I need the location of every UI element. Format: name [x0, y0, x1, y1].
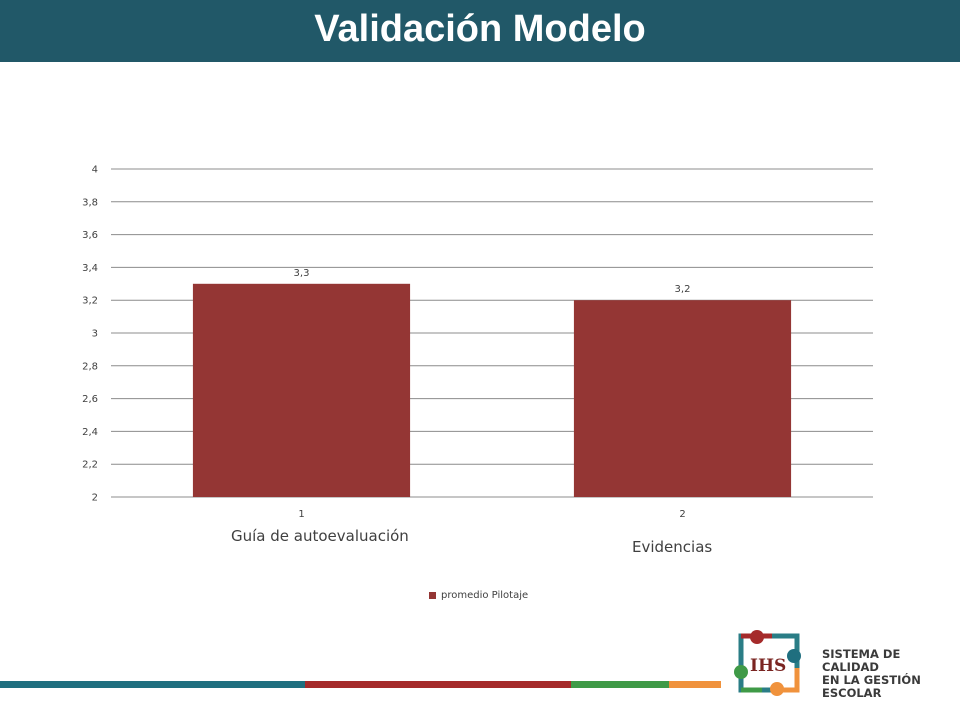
x-tick-label: 2 [679, 509, 685, 520]
legend-label: promedio Pilotaje [441, 590, 529, 601]
title-bar: Validación Modelo [0, 0, 960, 62]
bar [573, 300, 792, 497]
y-tick-label: 4 [92, 165, 98, 176]
ihs-emblem-icon: IHS [734, 630, 801, 696]
category-description-2: Evidencias [632, 538, 713, 556]
data-label: 3,3 [294, 268, 310, 279]
logo-line-2: EN LA GESTIÓN [822, 673, 921, 687]
y-tick-label: 2,4 [82, 427, 98, 438]
footer-stripe-green [571, 681, 669, 688]
x-tick-label: 1 [298, 509, 304, 520]
y-tick-label: 2 [92, 493, 98, 504]
logo-line-1: SISTEMA DE CALIDAD [822, 647, 901, 674]
footer-stripe-orange [669, 681, 721, 688]
y-tick-label: 2,6 [82, 394, 98, 405]
data-label: 3,2 [675, 284, 691, 295]
y-tick-label: 2,8 [82, 361, 98, 372]
slide-title: Validación Modelo [314, 8, 646, 50]
bar [192, 283, 411, 497]
y-tick-label: 3 [92, 329, 98, 340]
y-tick-label: 3,4 [82, 263, 98, 274]
y-tick-label: 3,6 [82, 230, 98, 241]
y-tick-label: 2,2 [82, 460, 98, 471]
category-description-1: Guía de autoevaluación [231, 527, 409, 545]
svg-text:IHS: IHS [750, 656, 786, 676]
chart-legend: promedio Pilotaje [429, 590, 528, 601]
logo-text: SISTEMA DE CALIDAD EN LA GESTIÓN ESCOLAR [822, 648, 960, 700]
legend-swatch [429, 592, 436, 599]
y-tick-label: 3,2 [82, 296, 98, 307]
y-tick-label: 3,8 [82, 197, 98, 208]
logo-line-3: ESCOLAR [822, 686, 882, 700]
footer-stripe-teal [0, 681, 305, 688]
footer-stripe-red [305, 681, 571, 688]
